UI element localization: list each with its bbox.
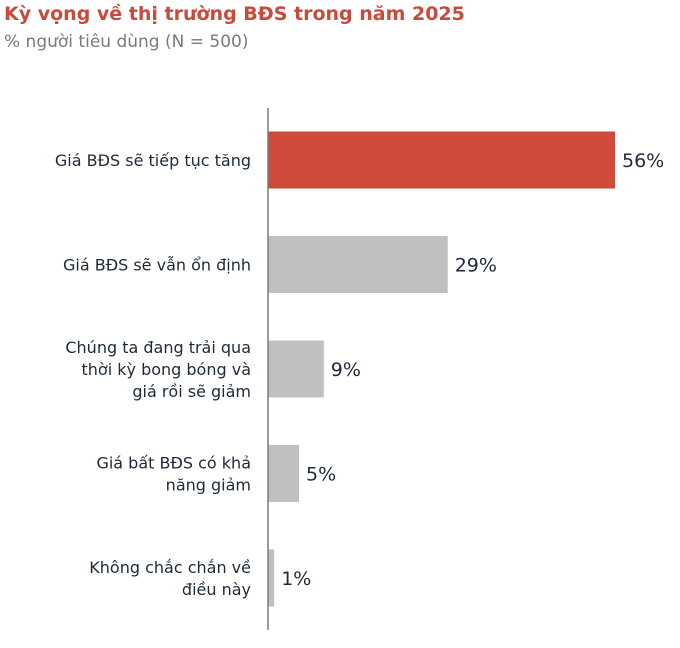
value-label-4: 1% <box>281 568 311 590</box>
category-label-2-line-0: Chúng ta đang trải qua <box>65 338 251 357</box>
bar-2 <box>268 340 324 398</box>
category-label-4-line-0: Không chắc chắn về <box>89 558 251 577</box>
value-label-0: 56% <box>622 150 664 172</box>
category-label-0-line-0: Giá BĐS sẽ tiếp tục tăng <box>55 151 251 170</box>
category-label-4-line-1: điều này <box>182 580 251 599</box>
bar-4 <box>268 549 275 607</box>
category-label-1-line-0: Giá BĐS sẽ vẫn ổn định <box>63 256 251 275</box>
category-label-3-line-1: năng giảm <box>166 476 251 495</box>
bar-3 <box>268 445 299 502</box>
category-label-2-line-1: thời kỳ bong bóng và <box>82 360 251 379</box>
chart-subtitle: % người tiêu dùng (N = 500) <box>4 32 249 52</box>
value-label-1: 29% <box>455 255 497 277</box>
category-label-2-line-2: giá rồi sẽ giảm <box>132 382 251 401</box>
bar-0 <box>268 131 615 189</box>
value-label-3: 5% <box>306 464 336 486</box>
bar-1 <box>268 236 448 293</box>
chart-title: Kỳ vọng về thị trường BĐS trong năm 2025 <box>4 3 465 25</box>
category-label-3-line-0: Giá bất BĐS có khả <box>96 454 251 473</box>
value-label-2: 9% <box>331 359 361 381</box>
